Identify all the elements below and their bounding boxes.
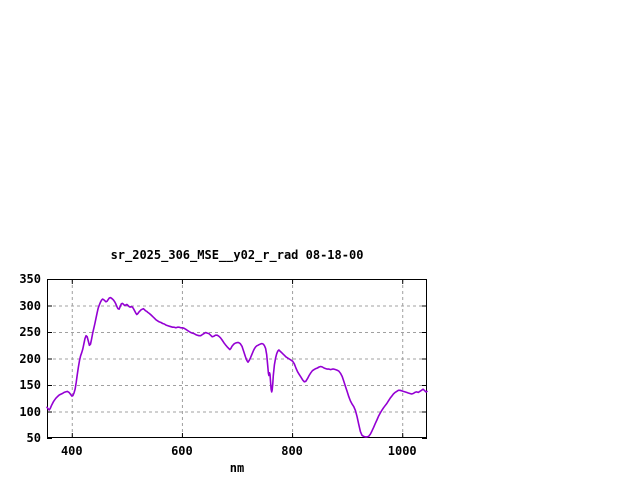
y-tick-label: 250 [19,325,41,339]
y-tick-label: 50 [26,431,41,445]
plot-svg [46,279,428,439]
y-tick-label: 350 [19,272,41,286]
x-tick-label: 800 [281,444,303,458]
y-tick-label: 200 [19,351,41,366]
data-line [46,296,428,438]
x-axis-title: nm [229,461,245,475]
chart-title: sr_2025_306_MSE__y02_r_rad 08-18-00 [110,248,364,262]
x-tick-label: 1000 [387,444,417,458]
plot-border [47,279,427,438]
x-tick-label: 600 [171,444,193,458]
y-tick-label: 100 [19,404,41,419]
x-tick-label: 400 [60,444,83,458]
y-tick-label: 300 [19,298,41,313]
plot-area [46,279,428,439]
y-tick-label: 150 [19,378,41,392]
